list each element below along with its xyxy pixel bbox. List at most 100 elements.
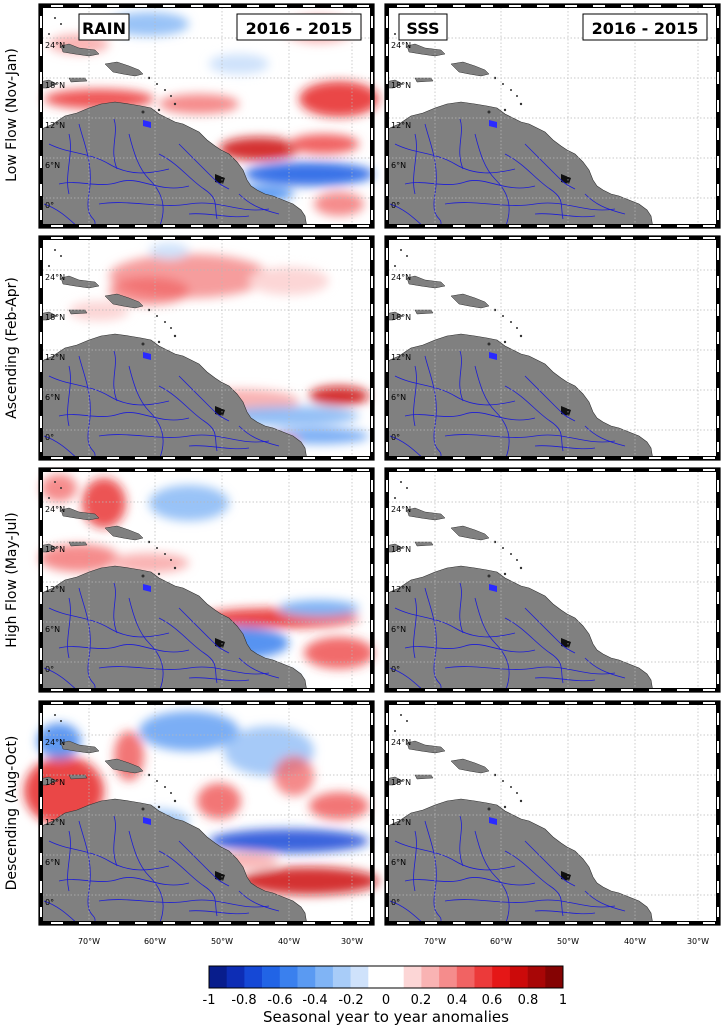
svg-text:24°N: 24°N (45, 738, 65, 747)
svg-text:12°N: 12°N (45, 818, 65, 827)
svg-text:18°N: 18°N (45, 313, 65, 322)
svg-text:18°N: 18°N (391, 778, 411, 787)
svg-text:12°N: 12°N (391, 585, 411, 594)
svg-text:0: 0 (382, 993, 390, 1008)
svg-text:24°N: 24°N (391, 273, 411, 282)
svg-text:1: 1 (559, 993, 567, 1008)
svg-text:-0.8: -0.8 (231, 993, 256, 1008)
svg-text:12°N: 12°N (45, 585, 65, 594)
svg-text:18°N: 18°N (391, 81, 411, 90)
svg-text:-0.4: -0.4 (302, 993, 327, 1008)
svg-text:6°N: 6°N (391, 625, 406, 634)
row-ascending: Ascending (Feb-Apr) 24°N 18°N 12°N 6° (4, 235, 721, 461)
svg-text:18°N: 18°N (45, 545, 65, 554)
lon-tick-labels-sss: 70°W 60°W 50°W 40°W 30°W (424, 937, 709, 946)
colorbar-tick-labels: -1 -0.8 -0.6 -0.4 -0.2 0 0.2 0.4 0.6 0.8… (203, 993, 568, 1008)
colorbar-cells (209, 966, 564, 988)
colorbar-cell (350, 966, 369, 988)
lat-tick-labels: 24°N 18°N 12°N 6°N 0° (45, 505, 65, 674)
svg-text:0.8: 0.8 (518, 993, 539, 1008)
svg-text:0°: 0° (391, 201, 400, 210)
colorbar-cell (527, 966, 546, 988)
colorbar-cell (456, 966, 475, 988)
svg-text:-0.6: -0.6 (267, 993, 292, 1008)
colorbar-cell (368, 966, 387, 988)
colorbar-cell (226, 966, 245, 988)
colorbar-cell (474, 966, 493, 988)
svg-text:60°W: 60°W (144, 937, 166, 946)
svg-text:40°W: 40°W (278, 937, 300, 946)
svg-text:6°N: 6°N (45, 393, 60, 402)
sss-panel: 24°N 18°N 12°N 6°N 0° (384, 235, 721, 461)
colorbar-cell (492, 966, 511, 988)
svg-text:6°N: 6°N (45, 858, 60, 867)
colorbar-cell (262, 966, 281, 988)
svg-text:60°W: 60°W (490, 937, 512, 946)
svg-text:-0.2: -0.2 (338, 993, 363, 1008)
period-title: 2016 - 2015 (592, 19, 699, 38)
colorbar-cell (545, 966, 564, 988)
sss-panel: 24°N 18°N 12°N 6°N 0° (384, 700, 721, 926)
svg-text:0°: 0° (45, 665, 54, 674)
svg-text:24°N: 24°N (391, 738, 411, 747)
colorbar-cell (421, 966, 440, 988)
panel-label-box (78, 13, 130, 41)
svg-text:12°N: 12°N (45, 353, 65, 362)
svg-text:18°N: 18°N (45, 778, 65, 787)
svg-text:24°N: 24°N (45, 41, 65, 50)
row-label: High Flow (May-Jul) (4, 512, 20, 647)
lat-tick-labels: 24°N 18°N 12°N 6°N 0° (391, 41, 411, 210)
colorbar-cell (332, 966, 351, 988)
colorbar-cell (509, 966, 528, 988)
svg-text:6°N: 6°N (45, 625, 60, 634)
lat-tick-labels: 24°N 18°N 12°N 6°N 0° (391, 273, 411, 442)
svg-text:0.6: 0.6 (482, 993, 503, 1008)
svg-text:6°N: 6°N (45, 161, 60, 170)
colorbar-title: Seasonal year to year anomalies (263, 1008, 509, 1026)
svg-text:30°W: 30°W (341, 937, 363, 946)
svg-text:24°N: 24°N (45, 505, 65, 514)
lat-tick-labels: 24°N 18°N 12°N 6°N 0° (45, 41, 65, 210)
svg-text:24°N: 24°N (45, 273, 65, 282)
svg-text:-1: -1 (203, 993, 216, 1008)
svg-text:6°N: 6°N (391, 161, 406, 170)
colorbar-cell (279, 966, 298, 988)
svg-text:6°N: 6°N (391, 858, 406, 867)
svg-text:0°: 0° (45, 898, 54, 907)
rain-panel: RAIN 2016 - 2015 24°N 18°N 12°N 6°N 0° (38, 3, 379, 229)
svg-text:50°W: 50°W (557, 937, 579, 946)
svg-text:50°W: 50°W (211, 937, 233, 946)
period-title: 2016 - 2015 (246, 19, 353, 38)
lon-tick-labels-rain: 70°W 60°W 50°W 40°W 30°W (78, 937, 363, 946)
svg-text:24°N: 24°N (391, 505, 411, 514)
row-descending: Descending (Aug-Oct) 24°N 18°N (4, 700, 721, 926)
colorbar-cell (403, 966, 422, 988)
panel-label-box (398, 13, 448, 41)
colorbar: -1 -0.8 -0.6 -0.4 -0.2 0 0.2 0.4 0.6 0.8… (203, 965, 568, 1026)
svg-text:0°: 0° (391, 433, 400, 442)
svg-text:70°W: 70°W (78, 937, 100, 946)
svg-text:0°: 0° (391, 665, 400, 674)
svg-text:0°: 0° (391, 898, 400, 907)
svg-text:0°: 0° (45, 201, 54, 210)
lat-tick-labels: 24°N 18°N 12°N 6°N 0° (391, 738, 411, 907)
svg-text:0.4: 0.4 (447, 993, 468, 1008)
row-label: Descending (Aug-Oct) (4, 736, 20, 891)
row-low-flow: Low Flow (Nov-Jan) RAIN 201 (4, 3, 721, 229)
svg-text:70°W: 70°W (424, 937, 446, 946)
colorbar-cell (386, 966, 404, 988)
rain-panel: 24°N 18°N 12°N 6°N 0° (38, 235, 375, 461)
svg-text:12°N: 12°N (391, 818, 411, 827)
svg-text:40°W: 40°W (624, 937, 646, 946)
svg-text:12°N: 12°N (391, 121, 411, 130)
svg-text:6°N: 6°N (391, 393, 406, 402)
svg-text:18°N: 18°N (391, 545, 411, 554)
lat-tick-labels: 24°N 18°N 12°N 6°N 0° (45, 273, 65, 442)
lat-tick-labels: 24°N 18°N 12°N 6°N 0° (45, 738, 65, 907)
rain-panel: 24°N 18°N 12°N 6°N 0° (38, 467, 375, 693)
sss-panel: 24°N 18°N 12°N 6°N 0° (384, 467, 721, 693)
period-label-box (582, 13, 708, 41)
panel-title: SSS (406, 19, 439, 38)
panel-title: RAIN (82, 19, 126, 38)
